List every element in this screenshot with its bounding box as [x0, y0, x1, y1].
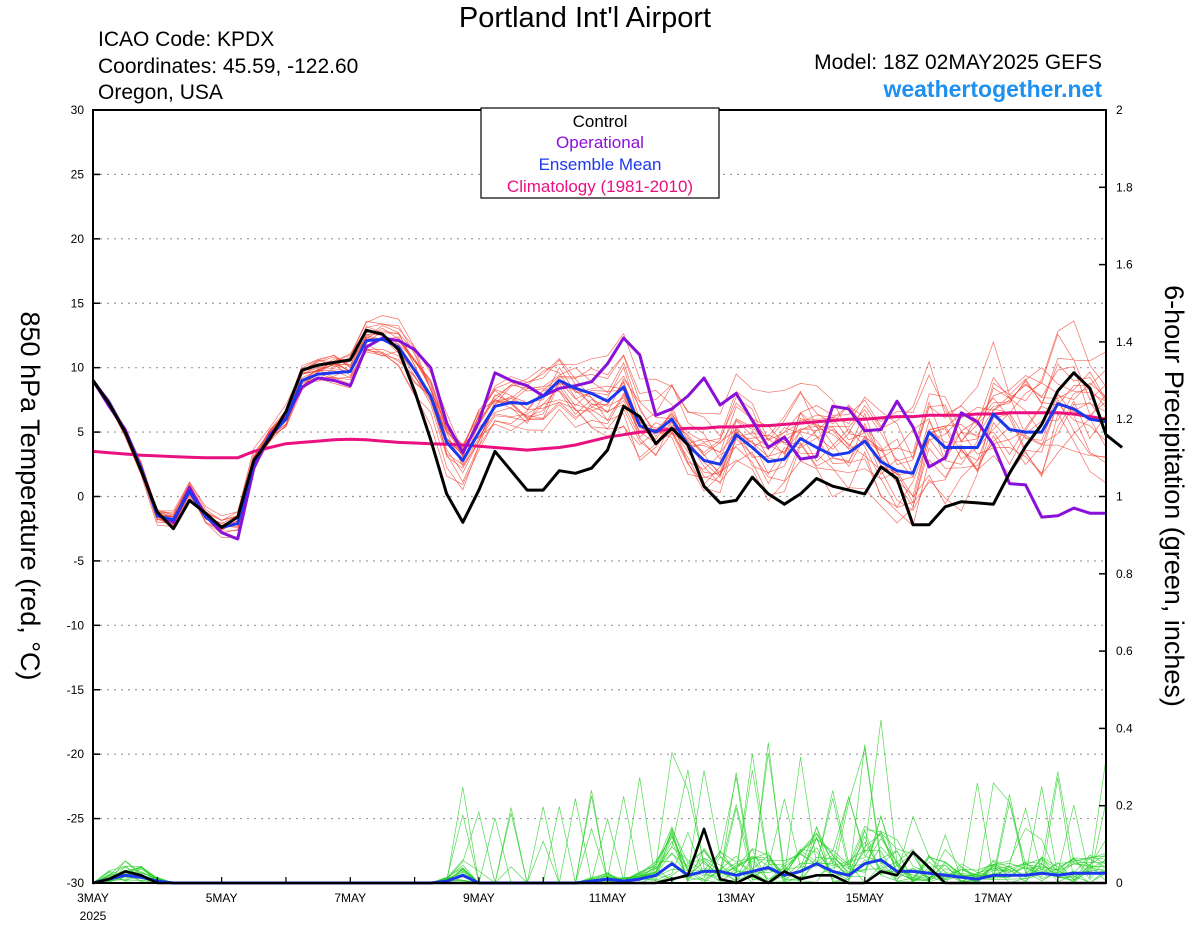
coordinates: Coordinates: 45.59, -122.60 [98, 55, 359, 78]
model-run: Model: 18Z 02MAY2025 GEFS [814, 51, 1102, 74]
x-tick-label: 9MAY [463, 891, 495, 905]
left-tick-label: 10 [71, 361, 85, 375]
y-axis-left-label: 850 hPa Temperature (red, °C) [15, 312, 45, 681]
chart-title: Portland Int'l Airport [458, 2, 712, 34]
grid-lines [93, 173, 1106, 820]
member-precip-line [92, 770, 1107, 884]
y-axis-right-label: 6-hour Precipitation (green, inches) [1159, 285, 1189, 707]
right-tick-label: 0.4 [1116, 721, 1133, 735]
x-tick-label: 11MAY [589, 891, 627, 905]
member-temperature-line [92, 349, 1107, 531]
main-series [91, 328, 1124, 885]
legend-climatology: Climatology (1981-2010) [507, 177, 693, 196]
member-precip-line [92, 777, 1107, 884]
left-tick-label: -15 [67, 683, 85, 697]
left-tick-label: -10 [67, 618, 85, 632]
right-tick-label: 0 [1116, 876, 1123, 890]
right-tick-label: 1 [1116, 490, 1123, 504]
legend-box [480, 107, 720, 199]
legend-ensemble-mean: Ensemble Mean [539, 155, 662, 174]
left-tick-label: 5 [77, 425, 84, 439]
ensemble-members [92, 315, 1107, 884]
right-tick-label: 0.6 [1116, 644, 1133, 658]
left-axis-ticks: 30 25 20 15 10 5 0 -5 -10 -15 -20 -25 -30 [67, 103, 100, 890]
left-tick-label: 0 [77, 490, 84, 504]
member-temperature-line [92, 323, 1107, 521]
right-tick-label: 0.8 [1116, 567, 1133, 581]
right-tick-label: 1.6 [1116, 258, 1133, 272]
left-tick-label: -25 [67, 812, 85, 826]
right-tick-label: 2 [1116, 103, 1123, 117]
x-tick-label: 17MAY [974, 891, 1012, 905]
x-tick-label: 5MAY [206, 891, 238, 905]
control-line [91, 328, 1124, 531]
x-tick-year: 2025 [80, 909, 107, 923]
left-tick-label: -5 [73, 554, 84, 568]
member-precip-line [92, 782, 1107, 884]
member-precip-line [92, 744, 1107, 884]
legend-control: Control [573, 112, 628, 131]
right-tick-label: 1.2 [1116, 412, 1133, 426]
x-tick-label: 15MAY [846, 891, 884, 905]
left-tick-label: 15 [71, 296, 85, 310]
right-axis-ticks: 2 1.8 1.6 1.4 1.2 1 0.8 0.6 0.4 0.2 0 [1099, 103, 1133, 890]
member-precip-line [92, 748, 1107, 884]
region: Oregon, USA [98, 81, 223, 104]
right-tick-label: 0.2 [1116, 799, 1133, 813]
x-tick-label: 13MAY [717, 891, 755, 905]
left-tick-label: -30 [67, 876, 85, 890]
left-tick-label: 25 [71, 167, 85, 181]
right-tick-label: 1.4 [1116, 335, 1133, 349]
x-axis-ticks: 3MAY 2025 5MAY 7MAY 9MAY 11MAY 13MAY 15MAY 17MAY [77, 877, 1059, 923]
right-tick-label: 1.8 [1116, 180, 1133, 194]
member-precip-line [92, 751, 1107, 884]
legend-operational: Operational [556, 133, 644, 152]
member-precip-line [92, 742, 1107, 884]
legend: Control Operational Ensemble Mean Climat… [480, 107, 720, 199]
member-precip-line [92, 770, 1107, 884]
x-tick-label: 3MAY [77, 891, 109, 905]
website-link[interactable]: weathertogether.net [883, 76, 1102, 102]
member-precip-line [92, 807, 1107, 884]
left-tick-label: 20 [71, 232, 85, 246]
left-tick-label: -20 [67, 747, 85, 761]
member-temperature-line [92, 325, 1107, 517]
member-precip-line [92, 772, 1107, 884]
icao-code: ICAO Code: KPDX [98, 28, 275, 51]
left-tick-label: 30 [71, 103, 85, 117]
member-temperature-line [92, 320, 1107, 531]
x-tick-label: 7MAY [334, 891, 366, 905]
